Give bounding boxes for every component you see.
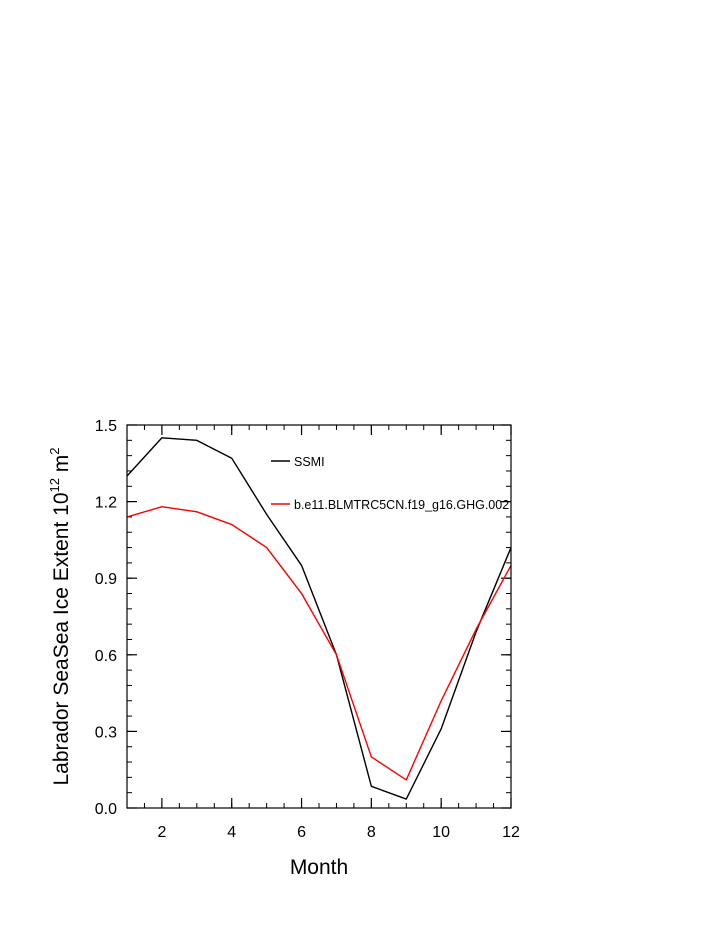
legend: SSMI b.e11.BLMTRC5CN.f19_g16.GHG.002 [271, 455, 509, 512]
x-tick-label: 10 [432, 824, 450, 841]
series-lines [126, 437, 512, 800]
major-ticks [127, 424, 512, 809]
series-line-2 [126, 506, 512, 781]
y-tick-label: 0.6 [95, 648, 117, 665]
series-line-1 [126, 437, 512, 800]
y-axis-label-unit-exponent: 2 [47, 447, 62, 454]
x-tick-label: 6 [297, 824, 306, 841]
y-axis-label: Labrador SeaSea Ice Extent 1012 m2 [47, 447, 73, 785]
x-tick-label: 2 [157, 824, 166, 841]
legend-label-1: SSMI [294, 455, 325, 469]
y-axis-label-main: Labrador SeaSea Ice Extent 10 [50, 492, 73, 785]
y-axis-label-exponent: 12 [47, 478, 62, 492]
y-tick-label: 0.0 [95, 801, 117, 818]
y-axis-label-unit: m [50, 455, 73, 478]
minor-ticks [126, 424, 512, 809]
x-axis-label: Month [290, 856, 348, 879]
x-tick-label: 12 [502, 824, 520, 841]
x-tick-label: 4 [227, 824, 236, 841]
y-tick-label: 0.3 [95, 724, 117, 741]
tick-labels: 2 4 6 8 10 12 0.0 0.3 0.6 0.9 1.2 1.5 [95, 418, 520, 841]
y-tick-label: 1.5 [95, 418, 117, 435]
legend-label-2: b.e11.BLMTRC5CN.f19_g16.GHG.002 [294, 498, 509, 512]
x-tick-label: 8 [367, 824, 376, 841]
y-tick-label: 1.2 [95, 495, 117, 512]
y-tick-label: 0.9 [95, 571, 117, 588]
plot-frame [126, 424, 512, 809]
